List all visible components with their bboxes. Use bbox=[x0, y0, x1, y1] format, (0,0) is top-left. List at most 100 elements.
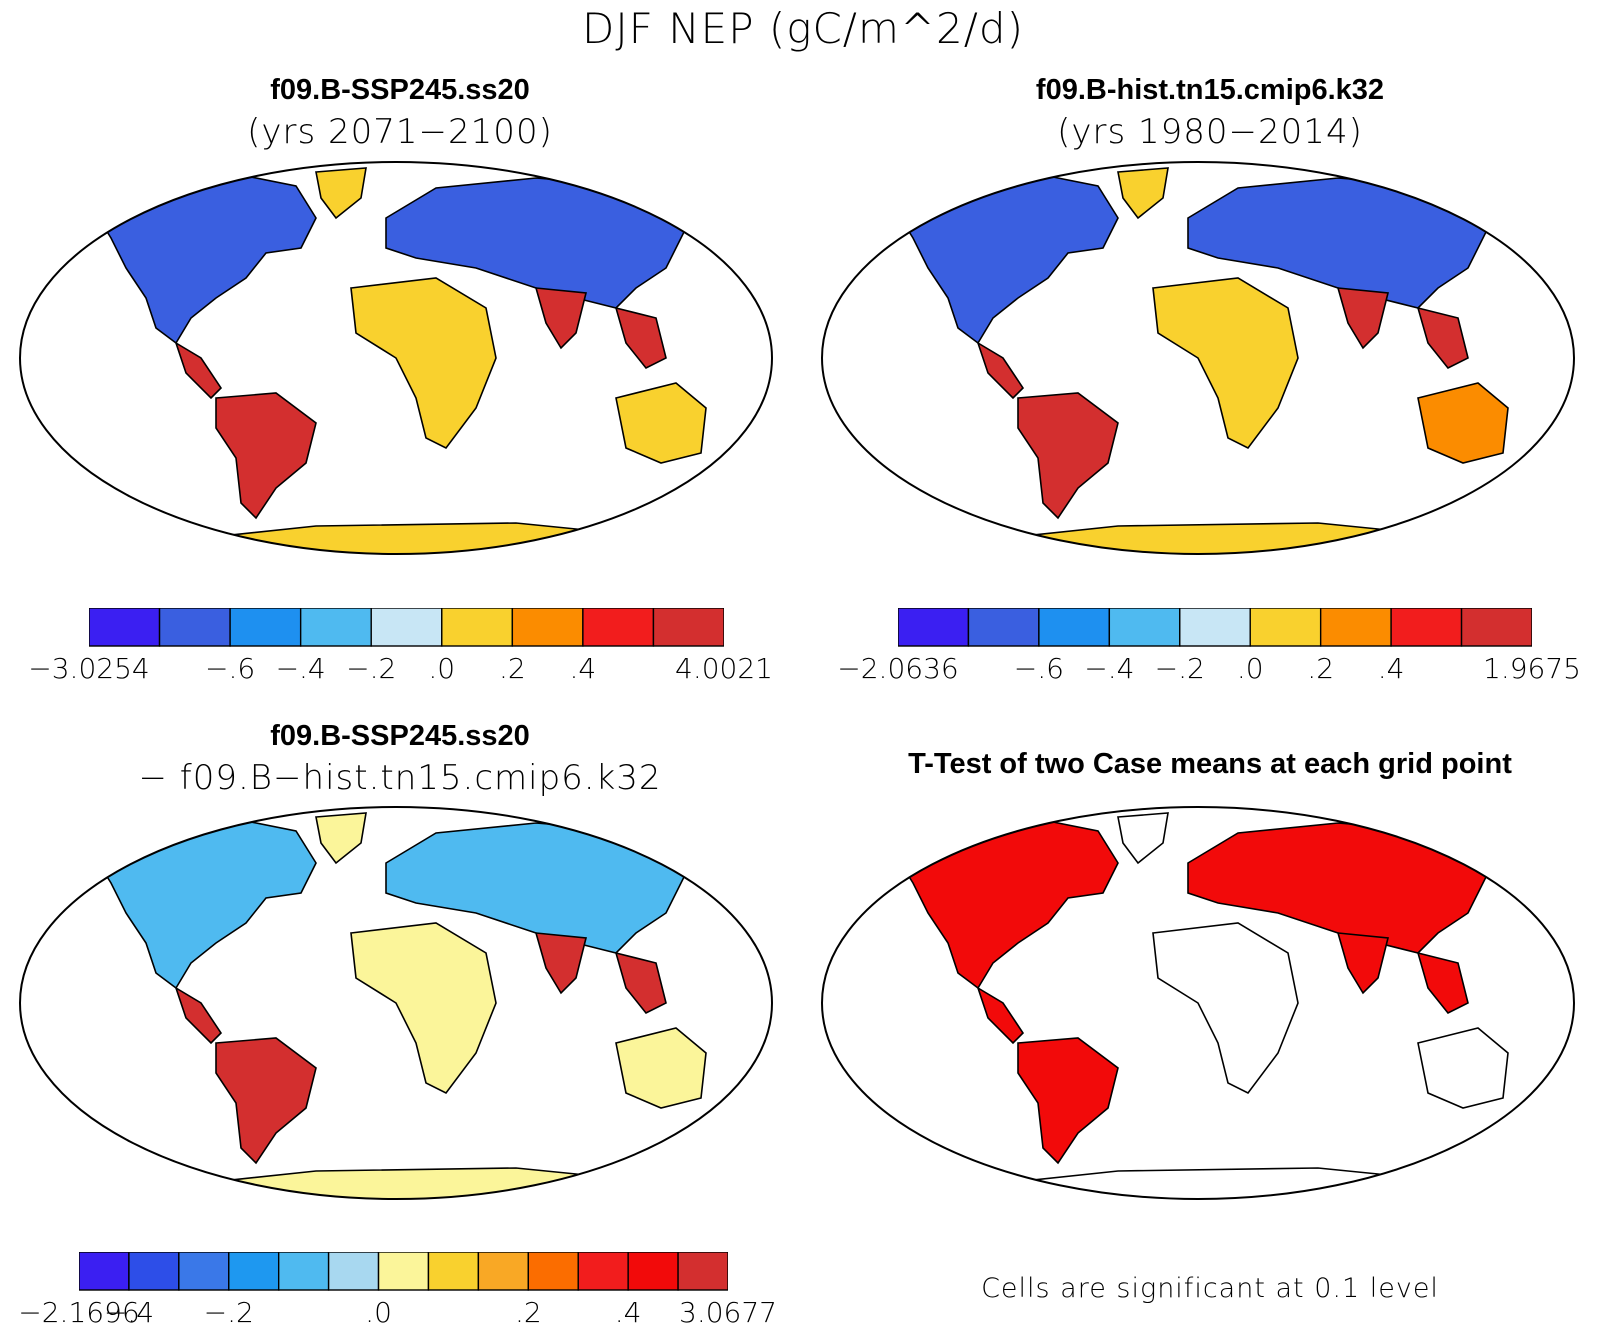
continent-australia bbox=[1417, 382, 1509, 464]
colorbar-tick-label: −.6 bbox=[205, 652, 256, 685]
colorbar-swatch bbox=[327, 1252, 380, 1291]
panel-1-subtitle: (yrs 2071−2100) bbox=[247, 112, 553, 152]
continent-africa bbox=[350, 922, 497, 1095]
continent-southAmerica bbox=[1017, 392, 1119, 520]
continent-seAsia bbox=[614, 306, 667, 370]
colorbar-swatch bbox=[277, 1252, 330, 1291]
colorbar-tick-label: −.4 bbox=[103, 1296, 155, 1329]
colorbar-swatch bbox=[228, 1252, 280, 1291]
continent-northAmerica bbox=[84, 175, 317, 345]
colorbar-tick-label: .2 bbox=[1307, 652, 1335, 685]
colorbar-swatch bbox=[1179, 608, 1251, 647]
colorbar-swatch bbox=[158, 608, 231, 647]
colorbar-swatch bbox=[967, 608, 1040, 647]
continent-southAmerica bbox=[215, 1037, 317, 1165]
colorbar-swatch bbox=[370, 608, 443, 647]
colorbar-swatch bbox=[527, 1252, 579, 1291]
colorbar-swatch bbox=[577, 1252, 629, 1291]
colorbar-swatch bbox=[427, 1252, 480, 1291]
colorbar-swatch bbox=[229, 608, 302, 647]
colorbar-tick-label: 1.9675 bbox=[1483, 652, 1581, 685]
continent-greenland bbox=[1117, 167, 1169, 220]
colorbar-swatch bbox=[178, 1252, 230, 1291]
panel-3-colorbar bbox=[79, 1252, 728, 1291]
colorbar-swatch bbox=[898, 608, 970, 647]
continent-centralAmerica bbox=[976, 986, 1025, 1045]
continent-india bbox=[534, 287, 588, 350]
colorbar-swatch bbox=[652, 608, 724, 647]
colorbar-tick-label: .4 bbox=[1377, 652, 1405, 685]
continent-seAsia bbox=[1416, 951, 1469, 1015]
colorbar-swatch bbox=[677, 1252, 728, 1291]
colorbar-swatch bbox=[1390, 608, 1463, 647]
continent-australia bbox=[615, 1027, 707, 1109]
colorbar-tick-label: .0 bbox=[365, 1296, 392, 1329]
colorbar-tick-label: −.2 bbox=[1154, 652, 1205, 685]
continent-greenland bbox=[1117, 812, 1169, 865]
panel-4-title: T-Test of two Case means at each grid po… bbox=[908, 748, 1512, 780]
continent-centralAmerica bbox=[174, 986, 223, 1045]
continent-seAsia bbox=[1416, 306, 1469, 370]
continent-northAmerica bbox=[886, 175, 1119, 345]
colorbar-tick-label: −.2 bbox=[346, 652, 397, 685]
continent-australia bbox=[1417, 1027, 1509, 1109]
colorbar-tick-label: −.4 bbox=[1084, 652, 1135, 685]
colorbar-swatch bbox=[627, 1252, 679, 1291]
colorbar-tick-label: .4 bbox=[614, 1296, 642, 1329]
colorbar-swatch bbox=[79, 1252, 130, 1291]
continent-india bbox=[1336, 287, 1390, 350]
colorbar-swatch bbox=[89, 608, 161, 647]
colorbar-tick-label: −.2 bbox=[203, 1296, 254, 1329]
continent-southAmerica bbox=[215, 392, 317, 520]
panel-3-title: f09.B-SSP245.ss20 bbox=[270, 720, 530, 752]
colorbar-tick-label: 4.0021 bbox=[675, 652, 773, 685]
panel-1-colorbar-labels: −3.0254 −.6 −.4 −.2 .0 .2 .4 4.0021 bbox=[28, 652, 773, 692]
panel-2-subtitle: (yrs 1980−2014) bbox=[1057, 112, 1363, 152]
colorbar-tick-label: .0 bbox=[428, 652, 456, 685]
continent-australia bbox=[615, 382, 707, 464]
colorbar-swatch bbox=[1108, 608, 1181, 647]
continent-africa bbox=[350, 277, 497, 450]
colorbar-tick-label: .0 bbox=[1236, 652, 1264, 685]
panel-1-map bbox=[19, 161, 773, 555]
panel-2-title: f09.B-hist.tn15.cmip6.k32 bbox=[1035, 74, 1385, 106]
continent-india bbox=[534, 932, 588, 995]
continent-northAmerica bbox=[84, 820, 317, 990]
colorbar-swatch bbox=[299, 608, 372, 647]
figure-title: DJF NEP (gC/m^2/d) bbox=[582, 4, 1024, 53]
continent-africa bbox=[1152, 922, 1299, 1095]
colorbar-tick-label: −.4 bbox=[275, 652, 326, 685]
colorbar-swatch bbox=[128, 1252, 180, 1291]
colorbar-swatch bbox=[441, 608, 514, 647]
continent-southAmerica bbox=[1017, 1037, 1119, 1165]
colorbar-tick-label: −2.0636 bbox=[837, 652, 959, 685]
colorbar-swatch bbox=[1249, 608, 1322, 647]
panel-3-subtitle: − f09.B−hist.tn15.cmip6.k32 bbox=[138, 758, 662, 798]
colorbar-swatch bbox=[1460, 608, 1532, 647]
colorbar-swatch bbox=[377, 1252, 430, 1291]
continent-northAmerica bbox=[886, 820, 1119, 990]
continent-seAsia bbox=[614, 951, 667, 1015]
panel-1-colorbar bbox=[89, 608, 724, 647]
continent-africa bbox=[1152, 277, 1299, 450]
continent-greenland bbox=[315, 167, 367, 220]
panel-1-title: f09.B-SSP245.ss20 bbox=[270, 74, 530, 106]
colorbar-swatch bbox=[511, 608, 584, 647]
colorbar-tick-label: .4 bbox=[569, 652, 597, 685]
panel-2-colorbar-labels: −2.0636 −.6 −.4 −.2 .0 .2 .4 1.9675 bbox=[837, 652, 1581, 692]
panel-3-colorbar-labels: −2.1696 −.4 −.2.0.2.4 3.0677 bbox=[18, 1296, 777, 1329]
colorbar-swatch bbox=[477, 1252, 530, 1291]
colorbar-tick-label: .2 bbox=[514, 1296, 542, 1329]
colorbar-swatch bbox=[1038, 608, 1111, 647]
colorbar-tick-label: −3.0254 bbox=[28, 652, 150, 685]
continent-greenland bbox=[315, 812, 367, 865]
panel-2-colorbar bbox=[898, 608, 1532, 647]
panel-3-map bbox=[19, 806, 773, 1200]
colorbar-tick-label: −.6 bbox=[1013, 652, 1064, 685]
continent-centralAmerica bbox=[976, 341, 1025, 400]
panel-4-map bbox=[821, 806, 1575, 1200]
colorbar-tick-label: .2 bbox=[498, 652, 526, 685]
colorbar-tick-label: 3.0677 bbox=[679, 1296, 777, 1329]
colorbar-swatch bbox=[582, 608, 655, 647]
colorbar-swatch bbox=[1319, 608, 1392, 647]
